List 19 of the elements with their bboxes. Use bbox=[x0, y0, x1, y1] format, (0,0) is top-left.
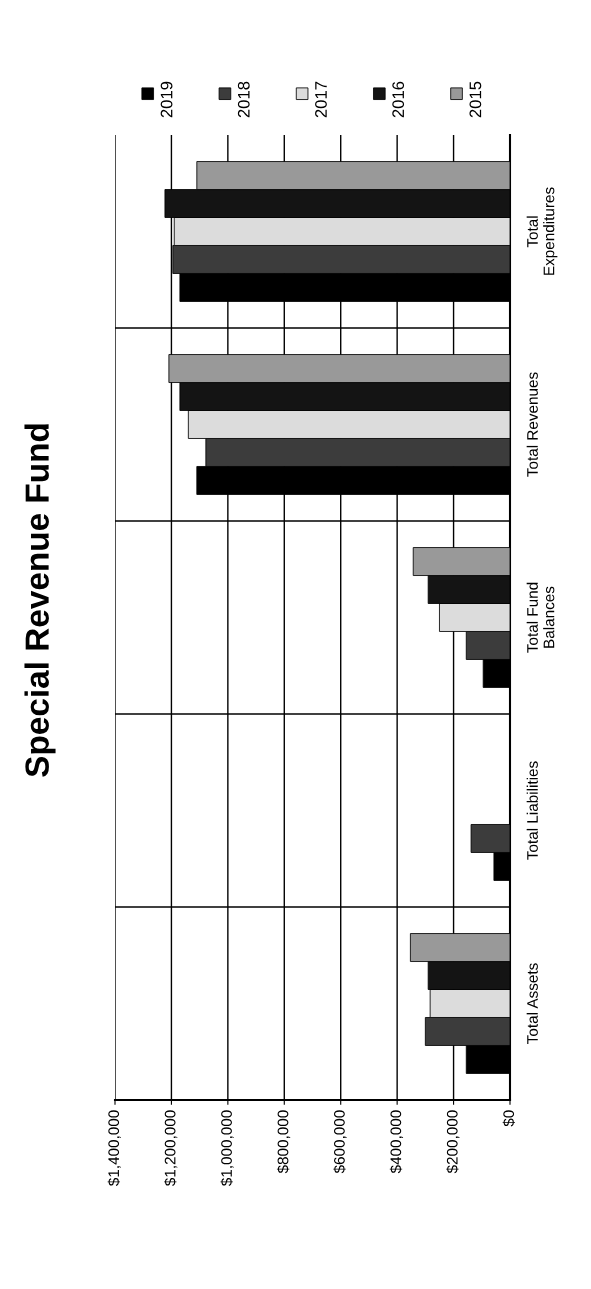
y-tick-label: Total Assets bbox=[526, 963, 538, 1044]
x-tick-label: $1,000,000 bbox=[220, 1110, 234, 1187]
legend-label: 2016 bbox=[392, 81, 405, 118]
legend-label: 2017 bbox=[315, 81, 327, 118]
legend-label: 2019 bbox=[160, 81, 173, 118]
legend-label: 2015 bbox=[469, 81, 482, 118]
x-tick-label: $1,200,000 bbox=[164, 1110, 178, 1187]
y-tick-label: Total Liabilities bbox=[526, 761, 538, 860]
text: Special Revenue Fund bbox=[24, 424, 56, 777]
x-tick-label: $1,400,000 bbox=[107, 1110, 121, 1187]
x-tick-label: $800,000 bbox=[276, 1110, 291, 1174]
x-tick-label: $0 bbox=[502, 1110, 516, 1127]
x-tick-label: $400,000 bbox=[389, 1110, 404, 1174]
y-tick-label: Total Revenues bbox=[526, 372, 538, 477]
x-tick-label: $200,000 bbox=[446, 1110, 460, 1174]
y-tick-label: Total Fund Balances bbox=[526, 582, 555, 653]
x-tick-label: $600,000 bbox=[333, 1110, 347, 1174]
legend-label: 2018 bbox=[237, 81, 250, 118]
y-tick-label: Total Expenditures bbox=[526, 187, 558, 275]
